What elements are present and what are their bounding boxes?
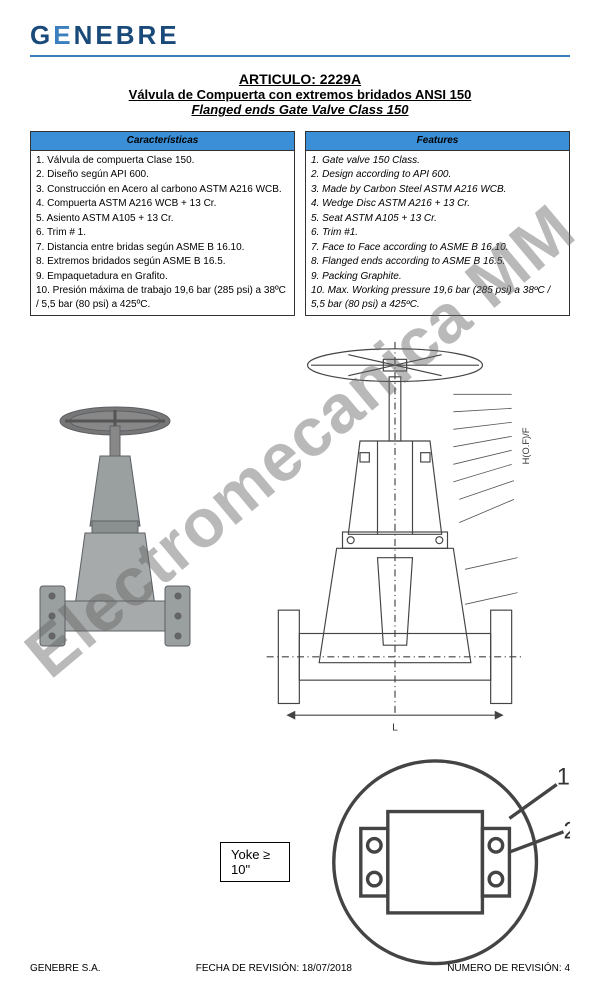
spec-item: 3. Made by Carbon Steel ASTM A216 WCB. [311,183,564,197]
spec-item: 6. Trim #1. [311,226,564,240]
spec-item: 5. Asiento ASTM A105 + 13 Cr. [36,212,289,226]
column-header-left: Características [31,132,294,151]
spec-item: 6. Trim # 1. [36,226,289,240]
spec-item: 3. Construcción en Acero al carbono ASTM… [36,183,289,197]
footer-revdate-label: FECHA DE REVISIÓN: [196,963,299,974]
spec-item: 5. Seat ASTM A105 + 13 Cr. [311,212,564,226]
svg-text:20: 20 [563,818,570,844]
spec-item: 9. Empaquetadura en Grafito. [36,270,289,284]
spec-item: 1. Válvula de compuerta Clase 150. [36,154,289,168]
spec-columns: Características 1. Válvula de compuerta … [30,131,570,316]
svg-text:H(O.F)/F: H(O.F)/F [521,427,531,464]
spec-item: 8. Extremos bridados según ASME B 16.5. [36,255,289,269]
spec-item: 9. Packing Graphite. [311,270,564,284]
spec-item: 7. Distancia entre bridas según ASME B 1… [36,241,289,255]
spec-item: 10. Presión máxima de trabajo 19,6 bar (… [36,284,289,311]
detail-circle-svg: 19 20 [300,744,570,980]
valve-diagram: L H(O.F)/F Yoke ≥ 10" 19 [220,336,570,980]
spec-item: 7. Face to Face according to ASME B 16.1… [311,241,564,255]
header-rule [30,55,570,57]
valve-photo [30,396,200,661]
yoke-row: Yoke ≥ 10" 19 20 [220,744,570,980]
spec-item: 10. Max. Working pressure 19,6 bar (285 … [311,284,564,311]
footer-revdate: FECHA DE REVISIÓN: 18/07/2018 [196,963,352,974]
title-article: ARTICULO: 2229A [30,71,570,87]
footer-revnum-label: NUMERO DE REVISIÓN: [447,963,561,974]
spec-item: 8. Flanged ends according to ASME B 16.5… [311,255,564,269]
technical-illustrations: L H(O.F)/F Yoke ≥ 10" 19 [30,336,570,980]
title-spanish: Válvula de Compuerta con extremos bridad… [30,87,570,102]
document-page: GENEBRE ARTICULO: 2229A Válvula de Compu… [0,0,600,990]
valve-photo-svg [30,396,200,656]
column-body-left: 1. Válvula de compuerta Clase 150. 2. Di… [31,151,294,316]
spec-item: 4. Wedge Disc ASTM A216 + 13 Cr. [311,197,564,211]
column-body-right: 1. Gate valve 150 Class. 2. Design accor… [306,151,569,316]
svg-text:19: 19 [556,764,570,790]
column-features: Features 1. Gate valve 150 Class. 2. Des… [305,131,570,316]
svg-text:L: L [392,722,398,732]
footer-revnum-value: 4 [564,963,570,974]
title-block: ARTICULO: 2229A Válvula de Compuerta con… [30,71,570,117]
spec-item: 4. Compuerta ASTM A216 WCB + 13 Cr. [36,197,289,211]
column-header-right: Features [306,132,569,151]
column-caracteristicas: Características 1. Válvula de compuerta … [30,131,295,316]
footer: GENEBRE S.A. FECHA DE REVISIÓN: 18/07/20… [30,963,570,974]
footer-revdate-value: 18/07/2018 [302,963,352,974]
title-english: Flanged ends Gate Valve Class 150 [30,102,570,117]
brand-logo: GENEBRE [30,20,570,51]
valve-diagram-svg: L H(O.F)/F [220,336,570,733]
spec-item: 2. Diseño según API 600. [36,168,289,182]
spec-item: 1. Gate valve 150 Class. [311,154,564,168]
footer-revnum: NUMERO DE REVISIÓN: 4 [447,963,570,974]
footer-company: GENEBRE S.A. [30,963,101,974]
spec-item: 2. Design according to API 600. [311,168,564,182]
